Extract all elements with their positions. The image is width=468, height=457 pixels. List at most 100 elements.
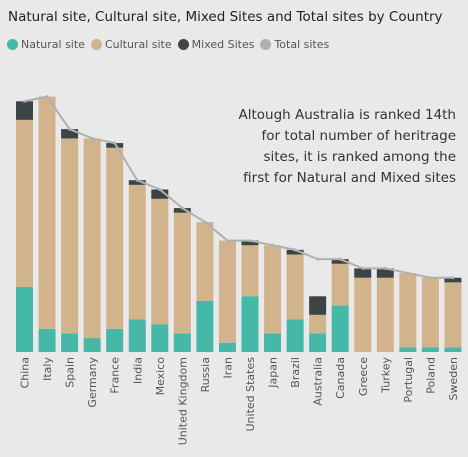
bar-segment-mixed-spain[interactable]: [61, 129, 79, 139]
total-sites-point-germany[interactable]: [90, 136, 94, 140]
total-sites-point-united-states[interactable]: [248, 239, 252, 243]
total-sites-point-united-kingdom[interactable]: [180, 206, 184, 210]
bar-segment-natural-germany[interactable]: [83, 338, 101, 352]
x-tick-label: Iran: [221, 357, 234, 379]
bar-segment-natural-spain[interactable]: [61, 333, 79, 352]
bar-segment-cultural-russia[interactable]: [196, 222, 214, 301]
bar-segment-cultural-india[interactable]: [128, 184, 146, 320]
bar-segment-mixed-brazil[interactable]: [286, 249, 304, 255]
bar-segment-natural-china[interactable]: [16, 287, 33, 352]
total-sites-point-greece[interactable]: [361, 266, 365, 270]
x-tick-label: France: [109, 357, 122, 394]
bar-segment-cultural-united-states[interactable]: [241, 245, 259, 297]
bar-segment-mixed-canada[interactable]: [331, 259, 349, 264]
legend: Natural site Cultural site Mixed Sites T…: [7, 38, 329, 51]
bar-segment-natural-united-states[interactable]: [241, 296, 259, 352]
bar-segment-cultural-greece[interactable]: [354, 277, 372, 352]
bar-segment-cultural-germany[interactable]: [83, 138, 101, 339]
bar-segment-natural-italy[interactable]: [38, 328, 56, 352]
x-tick-label: Australia: [312, 357, 325, 406]
x-tick-label: Poland: [424, 357, 437, 394]
x-tick-label: Germany: [86, 357, 99, 408]
legend-label-total: Total sites: [274, 38, 330, 51]
legend-item-total[interactable]: Total sites: [260, 38, 329, 51]
bar-segment-natural-australia[interactable]: [309, 333, 327, 352]
legend-item-cultural[interactable]: Cultural site: [90, 38, 172, 51]
x-tick-label: Russia: [199, 357, 212, 392]
bar-segment-cultural-sweden[interactable]: [444, 282, 462, 348]
bar-segment-natural-iran[interactable]: [218, 342, 236, 352]
total-sites-point-russia[interactable]: [203, 220, 207, 224]
x-tick-label: Brazil: [289, 357, 302, 388]
bar-segment-natural-portugal[interactable]: [399, 347, 417, 352]
legend-item-natural[interactable]: Natural site: [7, 38, 85, 51]
x-tick-label: United States: [244, 357, 257, 432]
total-sites-point-brazil[interactable]: [293, 248, 297, 252]
total-sites-point-poland[interactable]: [428, 276, 432, 280]
bar-segment-mixed-australia[interactable]: [309, 296, 327, 315]
bar-segment-natural-mexico[interactable]: [151, 324, 169, 352]
bar-segment-mixed-greece[interactable]: [354, 268, 372, 278]
bar-segment-natural-france[interactable]: [106, 328, 124, 352]
total-sites-point-spain[interactable]: [68, 127, 72, 131]
legend-item-mixed[interactable]: Mixed Sites: [177, 38, 254, 51]
bar-segment-cultural-turkey[interactable]: [376, 277, 394, 352]
bar-segment-cultural-united-kingdom[interactable]: [173, 212, 191, 334]
total-sites-point-australia[interactable]: [316, 257, 320, 261]
bar-segment-cultural-spain[interactable]: [61, 138, 79, 334]
x-tick-label: United Kingdom: [176, 357, 189, 445]
bar-segment-mixed-sweden[interactable]: [444, 277, 462, 283]
bar-segment-natural-canada[interactable]: [331, 305, 349, 352]
legend-swatch-mixed: [177, 39, 189, 50]
total-sites-point-mexico[interactable]: [158, 188, 162, 191]
bar-segment-mixed-mexico[interactable]: [151, 189, 169, 199]
total-sites-point-portugal[interactable]: [406, 271, 410, 275]
total-sites-point-italy[interactable]: [45, 95, 49, 99]
bar-segment-natural-russia[interactable]: [196, 300, 214, 352]
total-sites-point-iran[interactable]: [225, 239, 229, 243]
total-sites-point-china[interactable]: [23, 99, 26, 103]
x-tick-label: Sweden: [447, 357, 460, 400]
bar-segment-cultural-mexico[interactable]: [151, 198, 169, 325]
legend-swatch-cultural: [90, 39, 102, 50]
bar-segment-natural-poland[interactable]: [421, 347, 439, 352]
total-sites-point-sweden[interactable]: [451, 276, 455, 280]
bar-segment-natural-sweden[interactable]: [444, 347, 462, 352]
bar-segment-mixed-turkey[interactable]: [376, 268, 394, 278]
bar-segment-cultural-france[interactable]: [106, 147, 124, 329]
x-tick-label: Greece: [357, 357, 370, 396]
x-tick-label: China: [19, 357, 32, 388]
bar-segment-cultural-italy[interactable]: [38, 96, 56, 329]
total-sites-point-france[interactable]: [113, 141, 117, 145]
bar-segment-cultural-australia[interactable]: [309, 314, 327, 334]
bar-segment-mixed-india[interactable]: [128, 180, 146, 185]
x-tick-label: Canada: [334, 357, 347, 399]
x-tick-label: Turkey: [379, 357, 392, 394]
bar-segment-cultural-poland[interactable]: [421, 277, 439, 348]
bar-segment-natural-brazil[interactable]: [286, 319, 304, 353]
bar-segment-mixed-united-kingdom[interactable]: [173, 208, 191, 213]
total-sites-point-india[interactable]: [135, 178, 139, 182]
legend-swatch-natural: [7, 39, 18, 50]
legend-label-cultural: Cultural site: [104, 38, 172, 51]
bar-segment-cultural-brazil[interactable]: [286, 254, 304, 320]
total-sites-point-turkey[interactable]: [383, 266, 387, 270]
chart-annotation: Altough Australia is ranked 14th for tot…: [238, 107, 456, 186]
total-sites-point-japan[interactable]: [271, 243, 275, 247]
bar-segment-mixed-united-states[interactable]: [241, 240, 259, 246]
bar-segment-cultural-japan[interactable]: [264, 245, 282, 334]
bar-segment-mixed-france[interactable]: [106, 143, 124, 148]
bar-segment-mixed-china[interactable]: [16, 101, 33, 120]
x-tick-label: Portugal: [402, 357, 415, 403]
total-sites-line: [24, 95, 453, 279]
bar-segment-cultural-iran[interactable]: [218, 240, 236, 343]
bar-segment-natural-india[interactable]: [128, 319, 146, 353]
bar-segment-cultural-china[interactable]: [16, 119, 33, 287]
x-tick-label: Italy: [41, 357, 54, 381]
bar-segment-natural-united-kingdom[interactable]: [173, 333, 191, 352]
bar-segment-cultural-portugal[interactable]: [399, 273, 417, 348]
bar-segment-cultural-canada[interactable]: [331, 263, 349, 306]
total-sites-point-canada[interactable]: [338, 257, 342, 261]
bar-segment-natural-japan[interactable]: [264, 333, 282, 352]
